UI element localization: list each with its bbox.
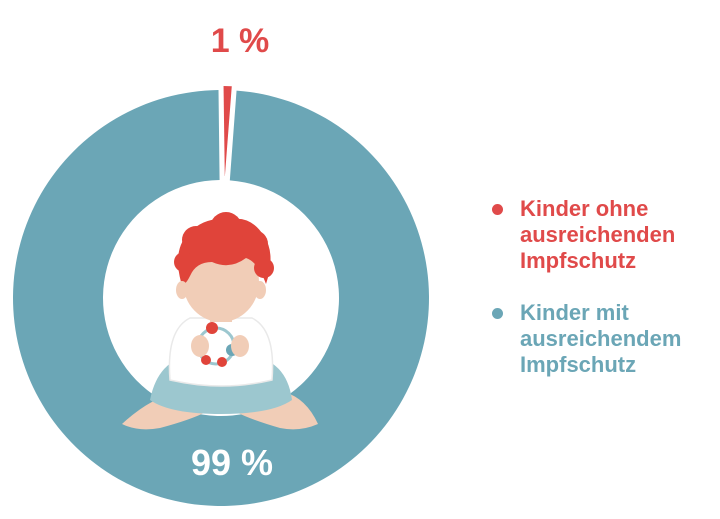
pie-slice bbox=[13, 90, 430, 507]
legend-dot-icon bbox=[492, 308, 503, 319]
legend: Kinder ohne ausreichenden Impfschutz Kin… bbox=[490, 196, 715, 404]
legend-line: Impfschutz bbox=[520, 248, 637, 273]
legend-line: Kinder ohne bbox=[520, 196, 649, 221]
legend-dot-icon bbox=[492, 204, 503, 215]
pie-slice bbox=[223, 86, 232, 177]
legend-item-vaccinated: Kinder mit ausreichendem Impfschutz bbox=[490, 300, 715, 378]
legend-line: ausreichendem bbox=[520, 326, 682, 351]
legend-line: Kinder mit bbox=[520, 300, 629, 325]
legend-item-unvaccinated: Kinder ohne ausreichenden Impfschutz bbox=[490, 196, 715, 274]
baby-illustration bbox=[122, 212, 318, 430]
legend-line: Impfschutz bbox=[520, 352, 637, 377]
slice-label-vaccinated: 99 % bbox=[190, 442, 274, 483]
donut-slices bbox=[13, 86, 430, 507]
legend-line: ausreichenden bbox=[520, 222, 676, 247]
slice-label-unvaccinated: 1 % bbox=[210, 22, 270, 60]
